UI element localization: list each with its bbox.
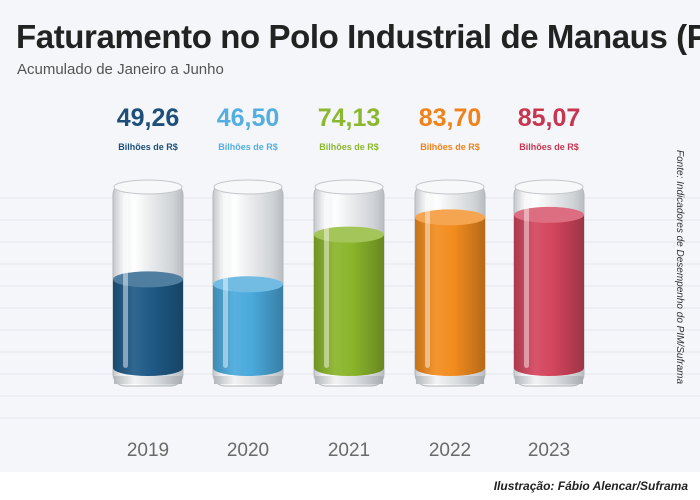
image-credit: Ilustração: Fábio Alencar/Suframa: [493, 479, 688, 493]
source-note: Fonte: Indicadores de Desempenho do PIM/…: [674, 150, 685, 385]
tick-label: 2020: [227, 440, 269, 461]
glass-highlight: [524, 193, 529, 368]
data-label: 74,13: [318, 104, 381, 132]
capsule-top: [213, 179, 283, 195]
unit-label: Bilhões de R$: [218, 142, 278, 152]
bar-fill: [113, 279, 183, 376]
glass-highlight: [425, 193, 430, 368]
chart-title: Faturamento no Polo Industrial de Manaus…: [16, 18, 700, 55]
unit-label: Bilhões de R$: [319, 142, 379, 152]
capsule-base: [214, 376, 282, 384]
glass-highlight: [123, 193, 128, 368]
capsule-base: [315, 376, 383, 384]
unit-label: Bilhões de R$: [420, 142, 480, 152]
unit-label: Bilhões de R$: [118, 142, 178, 152]
data-label: 49,26: [117, 104, 180, 132]
bar-fill: [514, 214, 584, 376]
glass-highlight: [223, 193, 228, 368]
data-label: 85,07: [518, 104, 581, 132]
bars: [112, 179, 585, 387]
capsule-base: [416, 376, 484, 384]
bar-fill-top: [113, 271, 183, 288]
tick-label: 2022: [429, 440, 471, 461]
tick-label: 2021: [328, 440, 370, 461]
bar-fill-top: [314, 226, 384, 243]
capsule-base: [114, 376, 182, 384]
chart-canvas: 49,26 Bilhões de R$ 2019 46,50 Bilhões de R$…: [0, 104, 700, 461]
bar-fill: [213, 284, 283, 376]
data-label: 46,50: [217, 104, 280, 132]
bar-fill-top: [213, 276, 283, 293]
capsule-top: [314, 179, 384, 195]
capsule-2022: [414, 179, 486, 387]
tick-label: 2019: [127, 440, 169, 461]
capsule-2020: [212, 179, 284, 387]
capsule-top: [514, 179, 584, 195]
chart-subtitle: Acumulado de Janeiro a Junho: [17, 61, 224, 78]
chart-panel: 49,26 Bilhões de R$ 2019 46,50 Bilhões de R$…: [0, 0, 700, 472]
capsule-2019: [112, 179, 184, 387]
capsule-top: [113, 179, 183, 195]
footer: Ilustração: Fábio Alencar/Suframa: [0, 472, 700, 500]
data-label: 83,70: [419, 104, 482, 132]
capsule-top: [415, 179, 485, 195]
bar-fill-top: [514, 206, 584, 223]
capsule-base: [515, 376, 583, 384]
glass-highlight: [324, 193, 329, 368]
unit-label: Bilhões de R$: [519, 142, 579, 152]
bar-fill: [314, 234, 384, 376]
tick-label: 2023: [528, 440, 570, 461]
capsule-2021: [313, 179, 385, 387]
capsule-2023: [513, 179, 585, 387]
bar-fill: [415, 217, 485, 376]
labels: 49,26 Bilhões de R$ 2019 46,50 Bilhões de R$…: [117, 104, 581, 461]
bar-fill-top: [415, 209, 485, 226]
